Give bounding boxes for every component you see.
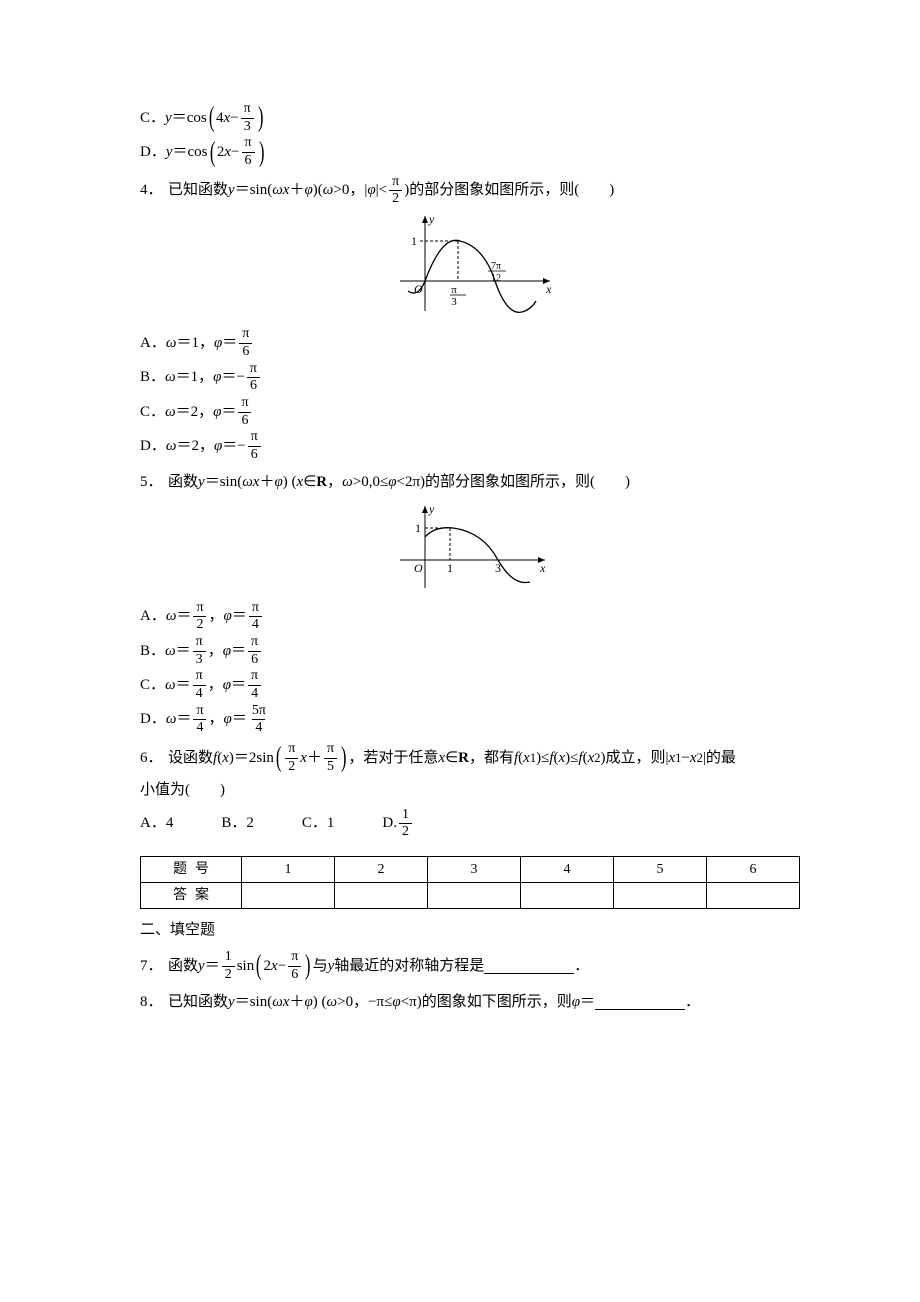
q5-option-d[interactable]: D． ω ＝ π4 ， φ ＝ 5π4 <box>140 704 800 736</box>
svg-text:1: 1 <box>447 561 453 575</box>
svg-text:x: x <box>545 282 552 296</box>
svg-text:1: 1 <box>415 521 421 535</box>
right-paren-icon: ) <box>341 746 347 770</box>
q6-option-c[interactable]: C．1 <box>302 810 335 837</box>
option-label: A． <box>140 330 166 357</box>
answer-cell[interactable] <box>521 883 614 909</box>
option-label: D． <box>140 139 166 166</box>
q4-option-a[interactable]: A． ω ＝1， φ ＝ π6 <box>140 327 800 359</box>
col-number: 6 <box>707 856 800 882</box>
q4-option-d[interactable]: D． ω ＝2， φ ＝− π6 <box>140 430 800 462</box>
option-label: D． <box>140 706 166 733</box>
svg-text:π: π <box>451 284 457 296</box>
q4-stem: 4． 已知函数 y ＝sin( ω x ＋ φ )( ω >0，| φ |< π… <box>140 175 800 207</box>
option-label: A． <box>140 603 166 630</box>
q4-graph: y x O 1 π 3 7π 12 <box>140 211 800 321</box>
right-paren-icon: ) <box>258 141 264 165</box>
q-number: 4． <box>140 177 168 204</box>
q-number: 7． <box>140 953 168 980</box>
q5-option-b[interactable]: B． ω ＝ π3 ， φ ＝ π6 <box>140 635 800 667</box>
option-label: D． <box>140 433 166 460</box>
left-paren-icon: ( <box>256 954 262 978</box>
col-number: 3 <box>428 856 521 882</box>
fraction: π2 <box>389 175 402 207</box>
answer-cell[interactable] <box>242 883 335 909</box>
svg-text:y: y <box>428 502 435 516</box>
row-header: 题号 <box>141 856 242 882</box>
option-label: C． <box>140 105 165 132</box>
svg-text:y: y <box>428 212 435 226</box>
col-number: 5 <box>614 856 707 882</box>
left-paren-icon: ( <box>209 106 215 130</box>
col-number: 2 <box>335 856 428 882</box>
fill-blank[interactable] <box>595 995 685 1010</box>
q3-option-d[interactable]: D． y ＝cos ( 2 x − π6 ) <box>140 136 800 168</box>
q4-option-b[interactable]: B． ω ＝1， φ ＝− π6 <box>140 362 800 394</box>
q5-option-a[interactable]: A． ω ＝ π2 ， φ ＝ π4 <box>140 601 800 633</box>
left-paren-icon: ( <box>209 141 215 165</box>
answer-cell[interactable] <box>614 883 707 909</box>
option-label: B． <box>140 364 165 391</box>
fill-blank[interactable] <box>484 959 574 974</box>
svg-text:3: 3 <box>451 296 457 308</box>
col-number: 1 <box>242 856 335 882</box>
svg-text:x: x <box>539 561 546 575</box>
q6-option-b[interactable]: B．2 <box>221 810 254 837</box>
answer-cell[interactable] <box>707 883 800 909</box>
q5-stem: 5． 函数 y ＝sin( ω x ＋ φ ) ( x ∈ R ， ω >0,0… <box>140 469 800 496</box>
q-number: 5． <box>140 469 168 496</box>
svg-text:1: 1 <box>411 234 417 248</box>
q-number: 8． <box>140 989 168 1016</box>
q5-graph: y x O 1 1 3 <box>140 500 800 595</box>
row-header: 答案 <box>141 883 242 909</box>
option-label: C． <box>140 672 165 699</box>
right-paren-icon: ) <box>305 954 311 978</box>
svg-text:O: O <box>414 561 423 575</box>
option-label: C． <box>140 399 165 426</box>
svg-text:7π: 7π <box>491 261 501 272</box>
left-paren-icon: ( <box>276 746 282 770</box>
q3-option-c[interactable]: C． y ＝cos ( 4 x − π3 ) <box>140 102 800 134</box>
fraction: π3 <box>241 102 254 134</box>
option-label: B． <box>140 638 165 665</box>
answer-cell[interactable] <box>335 883 428 909</box>
q8-stem: 8． 已知函数 y ＝sin( ω x ＋ φ ) ( ω >0，−π≤ φ <… <box>140 989 800 1016</box>
svg-text:O: O <box>414 282 423 296</box>
section-2-title: 二、填空题 <box>140 917 800 944</box>
q-number: 6． <box>140 745 168 772</box>
right-paren-icon: ) <box>258 106 264 130</box>
q5-option-c[interactable]: C． ω ＝ π4 ， φ ＝ π4 <box>140 669 800 701</box>
answer-table: 题号 1 2 3 4 5 6 答案 <box>140 856 800 909</box>
q6-options: A．4 B．2 C．1 D. 12 <box>140 808 800 840</box>
q6-option-a[interactable]: A．4 <box>140 810 173 837</box>
q6-stem: 6． 设函数 f ( x )＝2sin ( π2 x ＋ π5 ) ，若对于任意… <box>140 742 800 774</box>
q7-stem: 7． 函数 y ＝ 12 sin ( 2 x − π6 ) 与 y 轴最近的对称… <box>140 950 800 982</box>
col-number: 4 <box>521 856 614 882</box>
fraction: π6 <box>241 136 254 168</box>
svg-text:12: 12 <box>491 273 501 284</box>
q4-option-c[interactable]: C． ω ＝2， φ ＝ π6 <box>140 396 800 428</box>
answer-cell[interactable] <box>428 883 521 909</box>
q6-stem-line2: 小值为( ) <box>140 777 800 804</box>
q6-option-d[interactable]: D. 12 <box>382 808 414 840</box>
